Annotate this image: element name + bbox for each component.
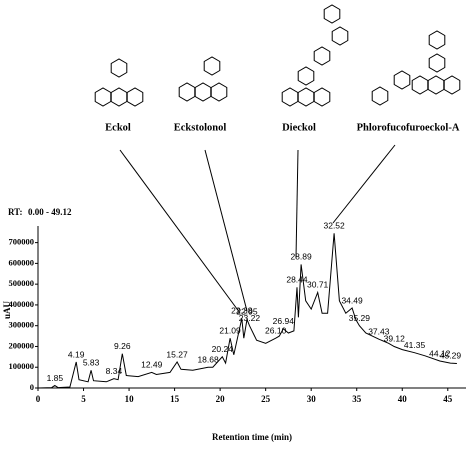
ring bbox=[313, 46, 331, 66]
ring bbox=[281, 87, 299, 107]
compound-name: Eckol bbox=[105, 122, 131, 133]
compound-name: Phlorofucofuroeckol-A bbox=[357, 122, 460, 133]
y-tick-label: 500000 bbox=[9, 278, 35, 288]
compound-name: Eckstolonol bbox=[174, 122, 227, 133]
rt-label: RT: bbox=[8, 207, 23, 217]
x-tick-label: 0 bbox=[36, 394, 41, 404]
ring bbox=[126, 87, 144, 107]
ring bbox=[313, 87, 331, 107]
y-tick-label: 200000 bbox=[9, 340, 35, 350]
peak-label: 45.29 bbox=[440, 350, 462, 360]
y-tick-label: 0 bbox=[30, 382, 34, 392]
y-tick-label: 700000 bbox=[9, 237, 35, 247]
y-tick-label: 300000 bbox=[9, 320, 35, 330]
ring bbox=[194, 82, 212, 102]
peak-label: 34.49 bbox=[341, 295, 363, 305]
peak-label: 44.12 bbox=[429, 348, 451, 358]
peak-label: 37.43 bbox=[368, 326, 390, 336]
peak-label: 4.19 bbox=[68, 349, 85, 359]
peak-label: 20.24 bbox=[212, 344, 234, 354]
peak-label: 41.35 bbox=[404, 340, 426, 350]
peak-label: 32.52 bbox=[323, 221, 345, 231]
ring bbox=[411, 75, 429, 95]
x-tick-label: 40 bbox=[398, 394, 408, 404]
peak-label: 39.12 bbox=[384, 334, 406, 344]
x-tick-label: 20 bbox=[216, 394, 226, 404]
peak-label: 8.34 bbox=[106, 366, 123, 376]
y-tick-label: 400000 bbox=[9, 299, 35, 309]
pointer-line bbox=[295, 149, 299, 259]
ring bbox=[427, 75, 445, 95]
x-tick-label: 30 bbox=[307, 394, 317, 404]
x-tick-label: 15 bbox=[170, 394, 180, 404]
ring bbox=[331, 26, 349, 46]
peak-label: 9.26 bbox=[114, 341, 131, 351]
peak-label: 35.29 bbox=[349, 313, 371, 323]
ring bbox=[371, 86, 389, 106]
x-tick-label: 45 bbox=[443, 394, 453, 404]
peak-label: 26.10 bbox=[265, 325, 287, 335]
compound-name: Dieckol bbox=[282, 122, 316, 133]
ring bbox=[178, 82, 196, 102]
peak-label: 22.95 bbox=[236, 307, 258, 317]
pointer-line bbox=[204, 149, 248, 312]
peak-label: 23.22 bbox=[239, 313, 261, 323]
ring bbox=[443, 75, 461, 95]
x-axis-label: Retention time (min) bbox=[212, 432, 292, 442]
peak-label: 12.49 bbox=[141, 360, 163, 370]
structures bbox=[94, 4, 461, 107]
ring bbox=[323, 4, 341, 24]
chromatogram-trace bbox=[37, 233, 457, 389]
ring bbox=[94, 87, 112, 107]
rt-range: 0.00 - 49.12 bbox=[28, 207, 72, 217]
ring bbox=[110, 87, 128, 107]
pointer-line bbox=[332, 144, 396, 224]
peak-label: 18.68 bbox=[197, 354, 219, 364]
peak-label: 26.94 bbox=[273, 316, 295, 326]
x-tick-label: 10 bbox=[125, 394, 135, 404]
ring bbox=[297, 87, 315, 107]
peak-label: 28.44 bbox=[286, 275, 308, 285]
y-axis-label: uAU bbox=[2, 301, 12, 320]
ring bbox=[203, 56, 221, 76]
ring bbox=[428, 53, 446, 73]
pointer-line bbox=[119, 149, 241, 314]
y-tick-label: 600000 bbox=[9, 257, 35, 267]
x-tick-label: 25 bbox=[261, 394, 271, 404]
peak-label: 1.85 bbox=[47, 373, 64, 383]
peak-label: 21.09 bbox=[219, 325, 241, 335]
ring bbox=[210, 82, 228, 102]
ring bbox=[297, 66, 315, 86]
y-tick-label: 100000 bbox=[9, 361, 35, 371]
peak-label: 5.83 bbox=[83, 358, 100, 368]
peak-label: 15.27 bbox=[166, 349, 188, 359]
peak-label: 28.89 bbox=[290, 252, 312, 262]
x-tick-label: 5 bbox=[81, 394, 86, 404]
peak-label: 22.38 bbox=[231, 306, 253, 316]
x-tick-label: 35 bbox=[352, 394, 362, 404]
ring bbox=[110, 58, 128, 78]
peak-label: 30.71 bbox=[307, 280, 329, 290]
ring bbox=[393, 70, 411, 90]
ring bbox=[428, 30, 446, 50]
